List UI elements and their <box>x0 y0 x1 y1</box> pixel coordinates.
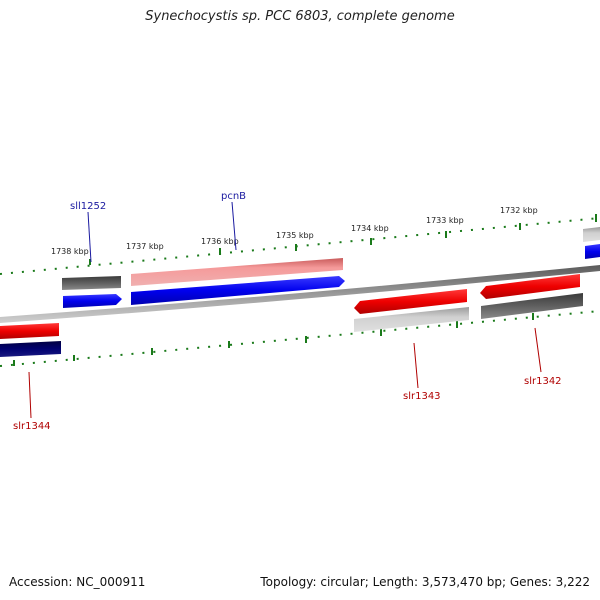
gene-label-sll1252[interactable]: sll1252 <box>70 201 106 212</box>
gene-label-pcnB[interactable]: pcnB <box>221 191 246 202</box>
kbp-label: 1738 kbp <box>51 247 89 256</box>
kbp-scale-labels: 1738 kbp 1737 kbp 1736 kbp 1735 kbp 1734… <box>51 206 538 256</box>
gene-slr1343-light[interactable] <box>354 307 469 332</box>
gene-leaders <box>28 201 542 419</box>
gene-label-slr1343[interactable]: slr1343 <box>403 391 441 402</box>
accession-text: Accession: NC_000911 <box>9 575 146 589</box>
gene-labels: sll1252 pcnB slr1344 slr1343 slr1342 <box>13 191 562 432</box>
gene-edge-fragment[interactable] <box>583 227 600 242</box>
gene-label-slr1344[interactable]: slr1344 <box>13 421 51 432</box>
forward-strand <box>62 227 600 308</box>
gene-slr1344[interactable] <box>0 323 59 339</box>
inner-tick-row <box>0 310 600 367</box>
gene-sll1252-shadow[interactable] <box>62 276 121 290</box>
gene-slr1344-shadow[interactable] <box>0 341 61 357</box>
kbp-label: 1733 kbp <box>426 216 464 225</box>
map-title: Synechocystis sp. PCC 6803, complete gen… <box>145 9 455 24</box>
kbp-label: 1732 kbp <box>500 206 538 215</box>
genome-backbone <box>0 265 600 323</box>
kbp-label: 1735 kbp <box>276 231 314 240</box>
gene-sll1252[interactable] <box>63 294 122 308</box>
genome-summary-text: Topology: circular; Length: 3,573,470 bp… <box>260 575 590 589</box>
kbp-label: 1734 kbp <box>351 224 389 233</box>
gene-pcnB-light[interactable] <box>131 258 343 286</box>
gene-label-slr1342[interactable]: slr1342 <box>524 376 562 387</box>
gene-slr1342[interactable] <box>480 274 580 299</box>
gene-edge-fragment-blue[interactable] <box>585 244 600 259</box>
reverse-strand <box>0 274 583 357</box>
gene-slr1342-shadow[interactable] <box>481 293 583 319</box>
outer-tick-row <box>0 214 600 275</box>
kbp-label: 1737 kbp <box>126 242 164 251</box>
gene-slr1343[interactable] <box>354 289 467 314</box>
gene-pcnB[interactable] <box>131 276 345 305</box>
kbp-label: 1736 kbp <box>201 237 239 246</box>
